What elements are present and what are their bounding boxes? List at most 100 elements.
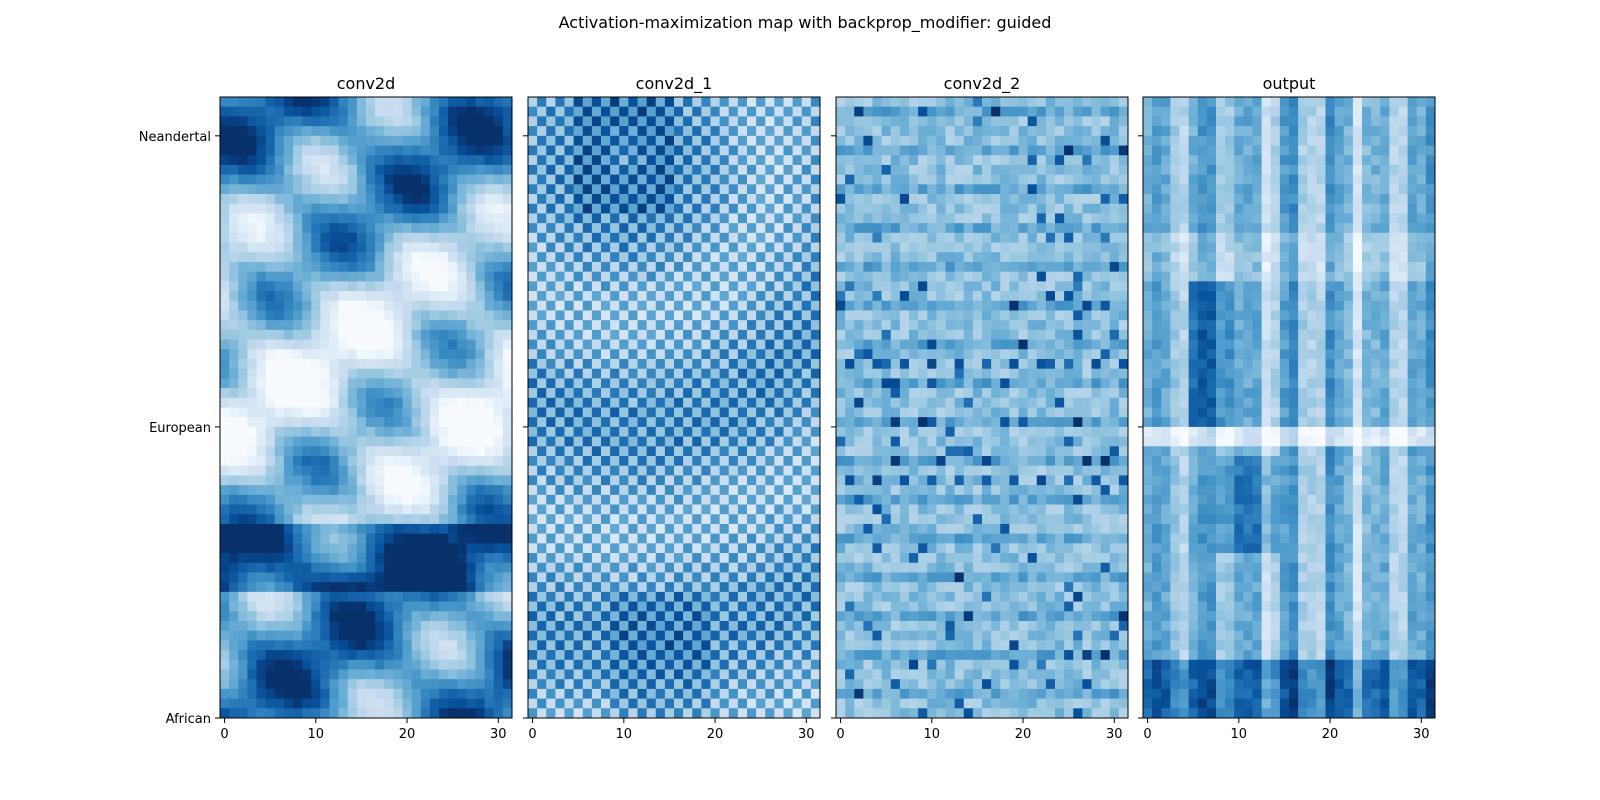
heatmap-cell [283, 417, 294, 428]
heatmap-cell [646, 232, 657, 243]
heatmap-cell [664, 126, 675, 137]
heatmap-cell [1109, 310, 1120, 321]
heatmap-cell [646, 436, 657, 447]
heatmap-cell [466, 135, 476, 146]
heatmap-cell [1109, 271, 1120, 282]
heatmap-cell [765, 669, 775, 680]
heatmap-cell [384, 145, 394, 156]
heatmap-cell [601, 155, 611, 166]
heatmap-cell [728, 329, 739, 340]
heatmap-cell [774, 611, 784, 622]
heatmap-cell [402, 475, 413, 486]
heatmap-cell [710, 611, 721, 622]
heatmap-cell [466, 562, 476, 573]
heatmap-cell [664, 523, 675, 535]
heatmap-cell [484, 310, 495, 321]
heatmap-cell [674, 456, 684, 467]
heatmap-cell [564, 106, 575, 117]
heatmap-cell [628, 504, 638, 515]
heatmap-cell [954, 164, 965, 176]
heatmap-cell [493, 572, 504, 583]
heatmap-cell [393, 494, 403, 505]
heatmap-cell [683, 630, 693, 641]
heatmap-cell [783, 630, 794, 641]
heatmap-cell [338, 611, 349, 622]
heatmap-cell [628, 213, 638, 224]
heatmap-cell [475, 252, 486, 263]
heatmap-cell [466, 397, 476, 408]
heatmap-cell [356, 329, 367, 340]
heatmap-cell [783, 640, 794, 651]
heatmap-cell [484, 572, 495, 583]
heatmap-cell [1118, 281, 1129, 292]
heatmap-cell [366, 232, 376, 243]
heatmap-cell [619, 378, 629, 389]
heatmap-cell [774, 184, 784, 195]
heatmap-cell [546, 97, 556, 108]
heatmap-cell [664, 562, 675, 573]
heatmap-cell [710, 572, 721, 583]
heatmap-cell [384, 562, 394, 573]
heatmap-cell [701, 591, 711, 602]
heatmap-cell [1018, 281, 1029, 292]
heatmap-cell [1091, 329, 1102, 340]
heatmap-cell [747, 688, 757, 699]
heatmap-cell [448, 232, 458, 243]
heatmap-cell [466, 523, 476, 535]
heatmap-cell [484, 553, 495, 564]
heatmap-cell [411, 494, 422, 505]
heatmap-cell [528, 213, 538, 224]
heatmap-cell [719, 523, 730, 535]
heatmap-cell [710, 640, 721, 651]
heatmap-cell [338, 504, 349, 515]
heatmap-cell [701, 106, 711, 117]
heatmap-cell [591, 611, 602, 622]
heatmap-cell [229, 329, 239, 340]
heatmap-cell [945, 135, 956, 146]
heatmap-cell [475, 145, 486, 156]
heatmap-cell [655, 688, 666, 699]
heatmap-cell [247, 135, 257, 146]
heatmap-cell [872, 135, 883, 146]
heatmap-cell [493, 368, 504, 379]
heatmap-cell [475, 281, 486, 292]
heatmap-cell [728, 106, 739, 117]
heatmap-cell [774, 358, 784, 370]
heatmap-cell [439, 436, 449, 447]
heatmap-cell [756, 320, 766, 331]
heatmap-cell [429, 184, 440, 195]
heatmap-cell [229, 106, 239, 117]
heatmap-cell [1109, 320, 1120, 331]
heatmap-cell [329, 358, 340, 370]
heatmap-cell [674, 145, 684, 156]
heatmap-cell [338, 194, 349, 205]
heatmap-cell [664, 426, 675, 438]
heatmap-cell [393, 669, 403, 680]
heatmap-cell [664, 465, 675, 476]
heatmap-cell [229, 446, 239, 457]
heatmap-cell [329, 523, 340, 535]
heatmap-cell [683, 397, 693, 408]
heatmap-cell [972, 300, 983, 311]
heatmap-cell [972, 194, 983, 205]
heatmap-cell [747, 465, 757, 476]
heatmap-cell [493, 388, 504, 399]
heatmap-cell [302, 688, 312, 699]
heatmap-cell [674, 494, 684, 505]
heatmap-cell [954, 184, 965, 195]
heatmap-cell [591, 446, 602, 457]
heatmap-cell [836, 339, 846, 350]
heatmap-cell [601, 164, 611, 176]
heatmap-cell [655, 465, 666, 476]
heatmap-cell [719, 591, 730, 602]
heatmap-cell [683, 97, 693, 108]
heatmap-cell [783, 184, 794, 195]
heatmap-cell [582, 465, 593, 476]
heatmap-cell [573, 329, 584, 340]
heatmap-cell [220, 436, 230, 447]
heatmap-cell [991, 252, 1001, 263]
heatmap-cell [466, 611, 476, 622]
heatmap-cell [311, 475, 321, 486]
heatmap-cell [256, 475, 267, 486]
heatmap-cell [411, 417, 422, 428]
